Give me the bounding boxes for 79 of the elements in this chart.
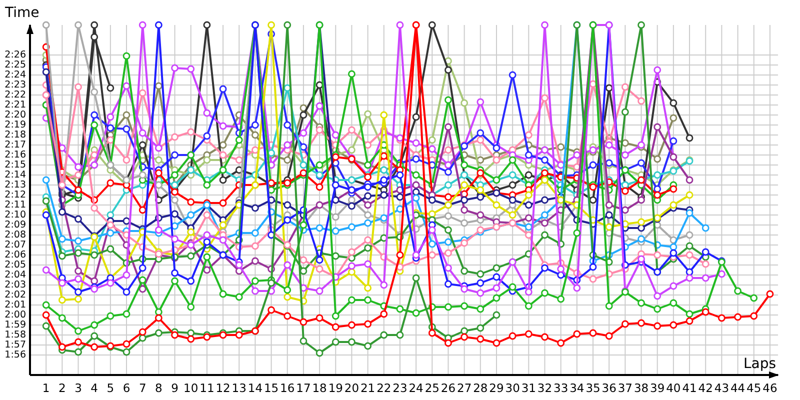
x-tick-label: 20 bbox=[344, 381, 360, 395]
x-tick-label: 41 bbox=[682, 381, 697, 395]
x-tick-label: 28 bbox=[473, 381, 488, 395]
x-tick-label: 38 bbox=[634, 381, 649, 395]
y-tick-label: 2:22 bbox=[4, 90, 26, 100]
x-tick-label: 1 bbox=[42, 381, 50, 395]
y-tick-label: 2:16 bbox=[4, 150, 26, 160]
x-tick-label: 16 bbox=[280, 381, 295, 395]
x-tick-label: 23 bbox=[392, 381, 408, 395]
x-tick-label: 25 bbox=[424, 381, 440, 395]
y-tick-label: 2:19 bbox=[4, 120, 26, 130]
x-tick-label: 6 bbox=[122, 381, 130, 395]
y-tick-label: 2:01 bbox=[4, 300, 26, 310]
x-tick-label: 15 bbox=[264, 381, 279, 395]
y-tick-label: 2:13 bbox=[4, 180, 26, 190]
x-tick-label: 10 bbox=[184, 381, 198, 395]
y-tick-label: 2:21 bbox=[4, 100, 26, 110]
x-tick-label: 3 bbox=[74, 381, 82, 395]
x-tick-label: 46 bbox=[762, 381, 778, 395]
x-tick-label: 39 bbox=[650, 381, 665, 395]
x-tick-label: 18 bbox=[312, 381, 327, 395]
x-tick-label: 36 bbox=[602, 381, 616, 395]
y-axis-title: Time bbox=[4, 5, 40, 21]
x-tick-label: 11 bbox=[200, 381, 214, 395]
y-tick-label: 2:15 bbox=[4, 160, 26, 170]
y-tick-label: 1:59 bbox=[4, 320, 26, 330]
y-tick-label: 2:02 bbox=[4, 290, 26, 300]
x-tick-label: 44 bbox=[730, 381, 746, 395]
x-tick-label: 21 bbox=[360, 381, 376, 395]
x-axis-title: Laps bbox=[743, 356, 776, 372]
x-tick-label: 37 bbox=[618, 381, 633, 395]
x-tick-label: 24 bbox=[408, 381, 424, 395]
x-tick-label: 40 bbox=[666, 381, 681, 395]
y-tick-label: 1:58 bbox=[4, 330, 26, 340]
x-tick-label: 30 bbox=[505, 381, 520, 395]
y-tick-label: 2:25 bbox=[4, 60, 26, 70]
x-tick-label: 29 bbox=[489, 381, 504, 395]
x-tick-label: 34 bbox=[570, 381, 584, 395]
y-tick-label: 2:14 bbox=[4, 170, 26, 180]
y-tick-label: 1:56 bbox=[4, 350, 26, 360]
x-tick-label: 43 bbox=[714, 381, 730, 395]
x-tick-label: 22 bbox=[376, 381, 392, 395]
x-tick-label: 13 bbox=[232, 381, 246, 395]
y-tick-label: 2:18 bbox=[4, 130, 26, 140]
x-tick-label: 2 bbox=[58, 381, 66, 395]
x-tick-label: 19 bbox=[328, 381, 343, 395]
y-tick-label: 2:03 bbox=[4, 280, 26, 290]
y-tick-label: 2:06 bbox=[4, 250, 26, 260]
y-tick-label: 2:26 bbox=[4, 50, 26, 60]
x-tick-label: 5 bbox=[106, 381, 114, 395]
x-tick-label: 26 bbox=[440, 381, 456, 395]
y-tick-label: 2:09 bbox=[4, 220, 26, 230]
y-tick-label: 2:11 bbox=[4, 200, 26, 210]
x-tick-label: 45 bbox=[746, 381, 762, 395]
x-tick-label: 27 bbox=[457, 381, 472, 395]
x-tick-label: 17 bbox=[296, 381, 311, 395]
x-tick-label: 8 bbox=[155, 381, 162, 395]
y-tick-label: 2:23 bbox=[4, 80, 26, 90]
x-tick-label: 4 bbox=[90, 381, 98, 395]
y-tick-label: 2:17 bbox=[4, 140, 26, 150]
x-tick-label: 31 bbox=[521, 381, 536, 395]
y-tick-label: 2:24 bbox=[4, 70, 26, 80]
x-tick-label: 14 bbox=[248, 381, 263, 395]
y-tick-label: 2:08 bbox=[4, 230, 26, 240]
y-tick-label: 2:20 bbox=[4, 110, 26, 120]
y-tick-label: 2:12 bbox=[4, 190, 26, 200]
y-tick-label: 1:57 bbox=[4, 340, 26, 350]
y-tick-label: 2:00 bbox=[4, 310, 26, 320]
y-tick-label: 2:04 bbox=[4, 270, 26, 280]
x-tick-label: 7 bbox=[138, 381, 146, 395]
y-tick-label: 2:07 bbox=[4, 240, 26, 250]
x-tick-label: 12 bbox=[216, 381, 230, 395]
x-tick-label: 35 bbox=[586, 381, 600, 395]
x-tick-label: 32 bbox=[537, 381, 552, 395]
y-tick-label: 2:10 bbox=[4, 210, 26, 220]
x-tick-label: 33 bbox=[554, 381, 568, 395]
x-tick-label: 42 bbox=[698, 381, 713, 395]
y-tick-label: 2:05 bbox=[4, 260, 26, 270]
x-tick-label: 9 bbox=[171, 381, 178, 395]
